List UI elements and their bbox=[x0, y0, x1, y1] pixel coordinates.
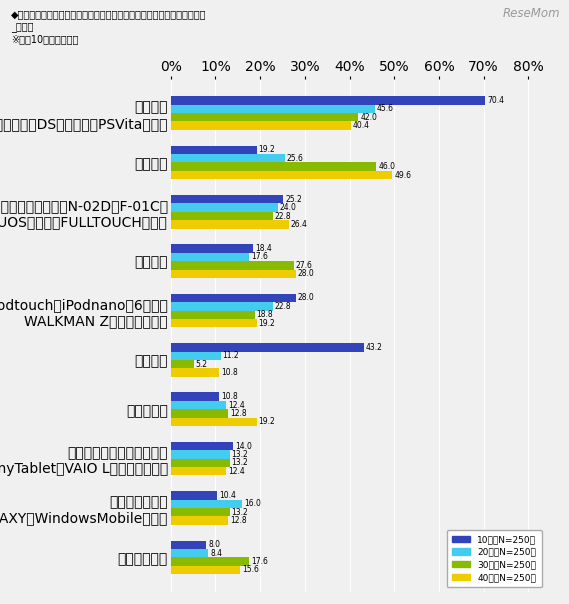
Text: 13.2: 13.2 bbox=[232, 508, 248, 516]
Bar bbox=[171, 310, 255, 319]
Bar bbox=[171, 171, 393, 179]
Bar bbox=[171, 104, 374, 113]
Text: 25.6: 25.6 bbox=[287, 154, 304, 162]
Bar bbox=[171, 557, 249, 566]
Text: 5.2: 5.2 bbox=[196, 359, 208, 368]
Bar bbox=[171, 458, 230, 467]
Text: 22.8: 22.8 bbox=[274, 302, 291, 311]
Bar bbox=[171, 516, 228, 525]
Bar bbox=[171, 220, 288, 228]
Bar bbox=[171, 442, 233, 450]
Text: 13.2: 13.2 bbox=[232, 458, 248, 467]
Text: 19.2: 19.2 bbox=[258, 417, 275, 426]
Bar bbox=[171, 360, 194, 368]
Bar bbox=[171, 121, 351, 130]
Text: 11.2: 11.2 bbox=[222, 351, 239, 360]
Text: 10.8: 10.8 bbox=[221, 368, 237, 377]
Text: 18.8: 18.8 bbox=[257, 310, 273, 320]
Bar bbox=[171, 162, 376, 171]
Text: _年代別: _年代別 bbox=[11, 22, 34, 33]
Text: ◆あなた自身やあなたの家庭で所有しているタッチパネル製品（複数回答: ◆あなた自身やあなたの家庭で所有しているタッチパネル製品（複数回答 bbox=[11, 9, 207, 19]
Text: 14.0: 14.0 bbox=[235, 442, 252, 451]
Text: 42.0: 42.0 bbox=[360, 113, 377, 122]
Text: 46.0: 46.0 bbox=[378, 162, 395, 171]
Bar bbox=[171, 450, 230, 458]
Bar bbox=[171, 146, 257, 154]
Text: 16.0: 16.0 bbox=[244, 500, 261, 509]
Text: ※上位10位までを抜粋: ※上位10位までを抜粋 bbox=[11, 34, 79, 45]
Bar bbox=[171, 302, 273, 310]
Text: 43.2: 43.2 bbox=[366, 343, 382, 352]
Text: 17.6: 17.6 bbox=[251, 252, 268, 262]
Text: 28.0: 28.0 bbox=[298, 294, 315, 303]
Bar bbox=[171, 368, 219, 377]
Bar bbox=[171, 261, 294, 269]
Text: 25.2: 25.2 bbox=[285, 194, 302, 204]
Bar bbox=[171, 212, 273, 220]
Text: 8.0: 8.0 bbox=[208, 540, 220, 549]
Text: 12.8: 12.8 bbox=[230, 516, 246, 525]
Text: 49.6: 49.6 bbox=[394, 170, 411, 179]
Bar bbox=[171, 294, 296, 302]
Bar bbox=[171, 154, 285, 162]
Bar bbox=[171, 393, 219, 401]
Text: 17.6: 17.6 bbox=[251, 557, 268, 566]
Legend: 10代『N=250』, 20代『N=250』, 30代『N=250』, 40代『N=250』: 10代『N=250』, 20代『N=250』, 30代『N=250』, 40代『… bbox=[447, 530, 542, 588]
Bar bbox=[171, 401, 226, 410]
Bar bbox=[171, 467, 226, 475]
Text: 40.4: 40.4 bbox=[353, 121, 370, 130]
Bar bbox=[171, 410, 228, 417]
Bar bbox=[171, 269, 296, 278]
Text: 70.4: 70.4 bbox=[487, 96, 504, 105]
Text: 10.8: 10.8 bbox=[221, 392, 237, 401]
Bar bbox=[171, 113, 358, 121]
Bar bbox=[171, 253, 249, 261]
Text: 18.4: 18.4 bbox=[255, 244, 271, 253]
Text: 13.2: 13.2 bbox=[232, 450, 248, 459]
Bar bbox=[171, 245, 253, 253]
Bar bbox=[171, 491, 217, 500]
Bar bbox=[171, 195, 283, 204]
Text: 28.0: 28.0 bbox=[298, 269, 315, 278]
Text: 12.4: 12.4 bbox=[228, 400, 245, 410]
Text: 12.4: 12.4 bbox=[228, 467, 245, 476]
Text: 19.2: 19.2 bbox=[258, 319, 275, 327]
Bar bbox=[171, 96, 485, 104]
Text: 12.8: 12.8 bbox=[230, 409, 246, 418]
Bar bbox=[171, 500, 242, 508]
Bar bbox=[171, 352, 221, 360]
Bar bbox=[171, 549, 208, 557]
Bar bbox=[171, 508, 230, 516]
Bar bbox=[171, 343, 364, 352]
Bar bbox=[171, 541, 207, 549]
Text: 45.6: 45.6 bbox=[376, 104, 393, 114]
Bar bbox=[171, 204, 278, 212]
Text: 19.2: 19.2 bbox=[258, 146, 275, 155]
Text: 15.6: 15.6 bbox=[242, 565, 259, 574]
Text: 10.4: 10.4 bbox=[219, 491, 236, 500]
Text: 24.0: 24.0 bbox=[280, 203, 296, 212]
Text: 8.4: 8.4 bbox=[210, 548, 222, 557]
Bar bbox=[171, 319, 257, 327]
Text: ReseMom: ReseMom bbox=[503, 7, 560, 21]
Text: 26.4: 26.4 bbox=[291, 220, 307, 229]
Bar bbox=[171, 417, 257, 426]
Text: 22.8: 22.8 bbox=[274, 211, 291, 220]
Text: 27.6: 27.6 bbox=[296, 261, 313, 270]
Bar bbox=[171, 566, 241, 574]
